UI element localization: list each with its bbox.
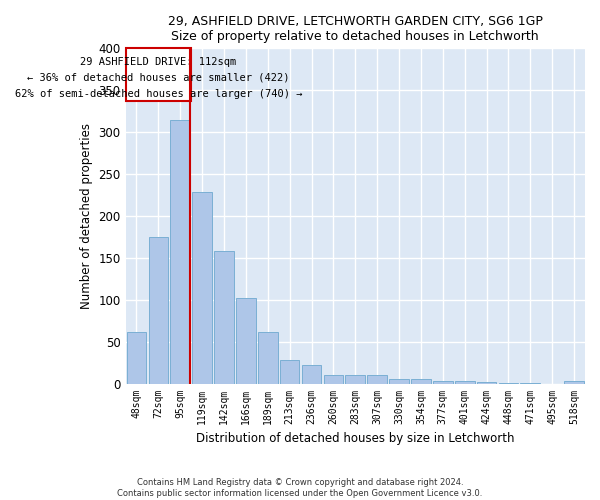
Text: 62% of semi-detached houses are larger (740) →: 62% of semi-detached houses are larger (… xyxy=(14,88,302,99)
Bar xyxy=(280,360,299,384)
Bar xyxy=(302,365,322,384)
X-axis label: Distribution of detached houses by size in Letchworth: Distribution of detached houses by size … xyxy=(196,432,515,445)
Bar xyxy=(214,251,234,384)
Bar xyxy=(236,298,256,384)
Bar xyxy=(258,332,278,384)
Bar xyxy=(520,382,540,384)
Text: 29 ASHFIELD DRIVE: 112sqm: 29 ASHFIELD DRIVE: 112sqm xyxy=(80,56,236,66)
Bar xyxy=(346,375,365,384)
Bar xyxy=(499,382,518,384)
Bar xyxy=(411,378,431,384)
Bar xyxy=(367,375,387,384)
Bar xyxy=(127,332,146,384)
Bar xyxy=(323,375,343,384)
Title: 29, ASHFIELD DRIVE, LETCHWORTH GARDEN CITY, SG6 1GP
Size of property relative to: 29, ASHFIELD DRIVE, LETCHWORTH GARDEN CI… xyxy=(168,15,543,43)
Bar xyxy=(433,381,452,384)
Bar xyxy=(476,382,496,384)
Y-axis label: Number of detached properties: Number of detached properties xyxy=(80,123,93,309)
Text: Contains HM Land Registry data © Crown copyright and database right 2024.
Contai: Contains HM Land Registry data © Crown c… xyxy=(118,478,482,498)
Bar xyxy=(564,381,584,384)
Bar xyxy=(170,120,190,384)
Text: ← 36% of detached houses are smaller (422): ← 36% of detached houses are smaller (42… xyxy=(27,72,290,83)
Bar xyxy=(192,192,212,384)
Bar xyxy=(149,237,168,384)
Bar xyxy=(389,378,409,384)
Bar xyxy=(455,381,475,384)
FancyBboxPatch shape xyxy=(125,48,191,101)
